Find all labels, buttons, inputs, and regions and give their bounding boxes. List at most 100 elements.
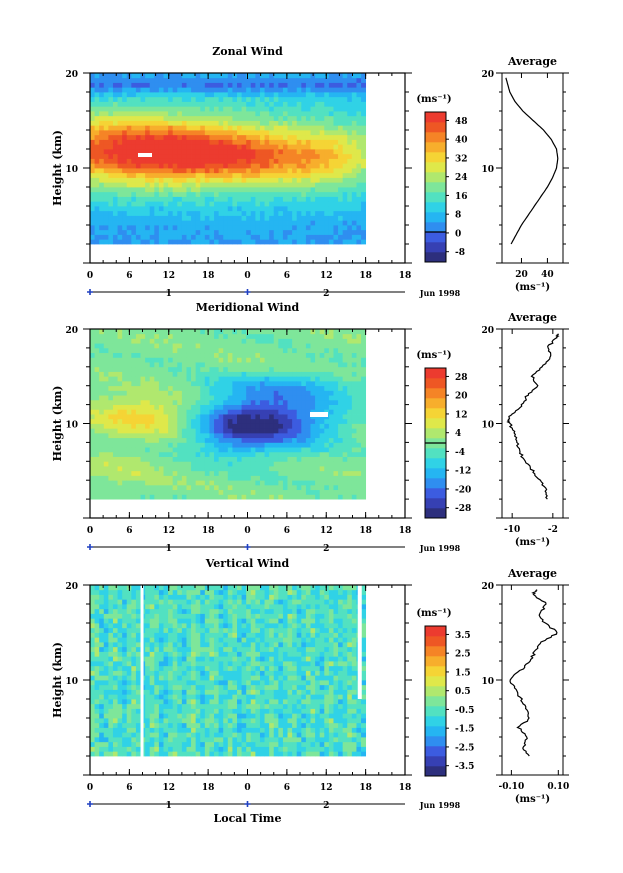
heatmap-cell bbox=[218, 101, 224, 107]
heatmap-cell bbox=[361, 149, 367, 155]
colorbar-swatch bbox=[425, 172, 446, 183]
heatmap-cell bbox=[259, 115, 265, 121]
colorbar-swatch bbox=[425, 182, 446, 193]
heatmap-cell bbox=[227, 423, 233, 429]
heatmap-cell bbox=[209, 404, 215, 410]
heatmap-cell bbox=[214, 428, 220, 434]
heatmap-cell bbox=[94, 608, 100, 614]
heatmap-cell bbox=[246, 329, 252, 335]
heatmap-cell bbox=[351, 229, 357, 235]
heatmap-cell bbox=[122, 732, 128, 738]
heatmap-cell bbox=[149, 125, 155, 131]
heatmap-cell bbox=[122, 489, 128, 495]
heatmap-cell bbox=[250, 210, 256, 216]
heatmap-cell bbox=[218, 130, 224, 136]
heatmap-cell bbox=[158, 376, 164, 382]
heatmap-cell bbox=[135, 149, 141, 155]
heatmap-cell bbox=[273, 357, 279, 363]
heatmap-cell bbox=[112, 111, 118, 117]
heatmap-cell bbox=[103, 366, 109, 372]
heatmap-cell bbox=[172, 134, 178, 140]
heatmap-cell bbox=[273, 343, 279, 349]
heatmap-cell bbox=[103, 149, 109, 155]
heatmap-cell bbox=[250, 418, 256, 424]
heatmap-cell bbox=[140, 225, 146, 231]
heatmap-cell bbox=[250, 149, 256, 155]
heatmap-cell bbox=[181, 191, 187, 197]
heatmap-cell bbox=[255, 380, 261, 387]
heatmap-cell bbox=[181, 432, 187, 439]
heatmap-cell bbox=[181, 466, 187, 472]
heatmap-cell bbox=[223, 347, 229, 354]
heatmap-cell bbox=[351, 182, 357, 188]
heatmap-cell bbox=[204, 376, 210, 382]
heatmap-cell bbox=[154, 418, 160, 424]
heatmap-cell bbox=[324, 234, 330, 240]
heatmap-cell bbox=[177, 96, 183, 102]
heatmap-cell bbox=[145, 362, 151, 368]
heatmap-cell bbox=[351, 172, 357, 178]
heatmap-cell bbox=[328, 362, 334, 368]
heatmap-cell bbox=[204, 234, 210, 240]
heatmap-cell bbox=[135, 362, 141, 368]
heatmap-cell bbox=[168, 475, 174, 481]
heatmap-cell bbox=[149, 87, 155, 93]
day-label: 2 bbox=[323, 289, 329, 299]
heatmap-cell bbox=[259, 163, 265, 169]
heatmap-cell bbox=[250, 442, 256, 448]
heatmap-cell bbox=[347, 130, 353, 136]
heatmap-cell bbox=[191, 418, 197, 424]
heatmap-cell bbox=[163, 385, 169, 391]
heatmap-cell bbox=[191, 225, 197, 231]
heatmap-cell bbox=[131, 120, 137, 126]
heatmap-cell bbox=[296, 404, 302, 410]
heatmap-cell bbox=[361, 352, 367, 358]
heatmap-cell bbox=[99, 604, 105, 610]
heatmap-cells bbox=[90, 73, 367, 245]
heatmap-cell bbox=[131, 409, 137, 415]
heatmap-cell bbox=[94, 722, 100, 728]
heatmap-cell bbox=[103, 234, 109, 240]
heatmap-cell bbox=[117, 96, 123, 102]
heatmap-cell bbox=[158, 428, 164, 434]
heatmap-cell bbox=[186, 343, 192, 349]
heatmap-cell bbox=[250, 362, 256, 368]
heatmap-cell bbox=[333, 437, 339, 443]
heatmap-cell bbox=[94, 708, 100, 714]
heatmap-cell bbox=[301, 442, 307, 448]
heatmap-cell bbox=[163, 461, 169, 467]
heatmap-cell bbox=[292, 390, 298, 396]
heatmap-cell bbox=[126, 206, 132, 212]
heatmap-cell bbox=[250, 125, 256, 131]
heatmap-cell bbox=[186, 77, 192, 83]
heatmap-cell bbox=[333, 144, 339, 150]
heatmap-cell bbox=[218, 466, 224, 472]
heatmap-cell bbox=[209, 366, 215, 372]
heatmap-cell bbox=[154, 87, 160, 93]
heatmap-cell bbox=[186, 168, 192, 174]
heatmap-cell bbox=[99, 456, 105, 462]
heatmap-cell bbox=[223, 73, 229, 79]
heatmap-cell bbox=[191, 101, 197, 107]
heatmap-cell bbox=[204, 395, 210, 401]
heatmap-cell bbox=[296, 225, 302, 231]
heatmap-cell bbox=[259, 215, 265, 221]
heatmap-cell bbox=[218, 470, 224, 476]
heatmap-cell bbox=[319, 352, 325, 358]
heatmap-cell bbox=[209, 357, 215, 363]
heatmap-cell bbox=[186, 329, 192, 335]
heatmap-cell bbox=[172, 87, 178, 93]
heatmap-cell bbox=[292, 206, 298, 212]
heatmap-cell bbox=[154, 423, 160, 429]
heatmap-cell bbox=[154, 347, 160, 354]
heatmap-cell bbox=[140, 215, 146, 221]
heatmap-cell bbox=[241, 172, 247, 178]
heatmap-cell bbox=[145, 352, 151, 358]
heatmap-cell bbox=[181, 111, 187, 117]
heatmap-cell bbox=[99, 461, 105, 467]
heatmap-cell bbox=[361, 182, 367, 188]
heatmap-cell bbox=[319, 489, 325, 495]
heatmap-cell bbox=[347, 489, 353, 495]
heatmap-cell bbox=[149, 182, 155, 188]
heatmap-cell bbox=[149, 134, 155, 140]
